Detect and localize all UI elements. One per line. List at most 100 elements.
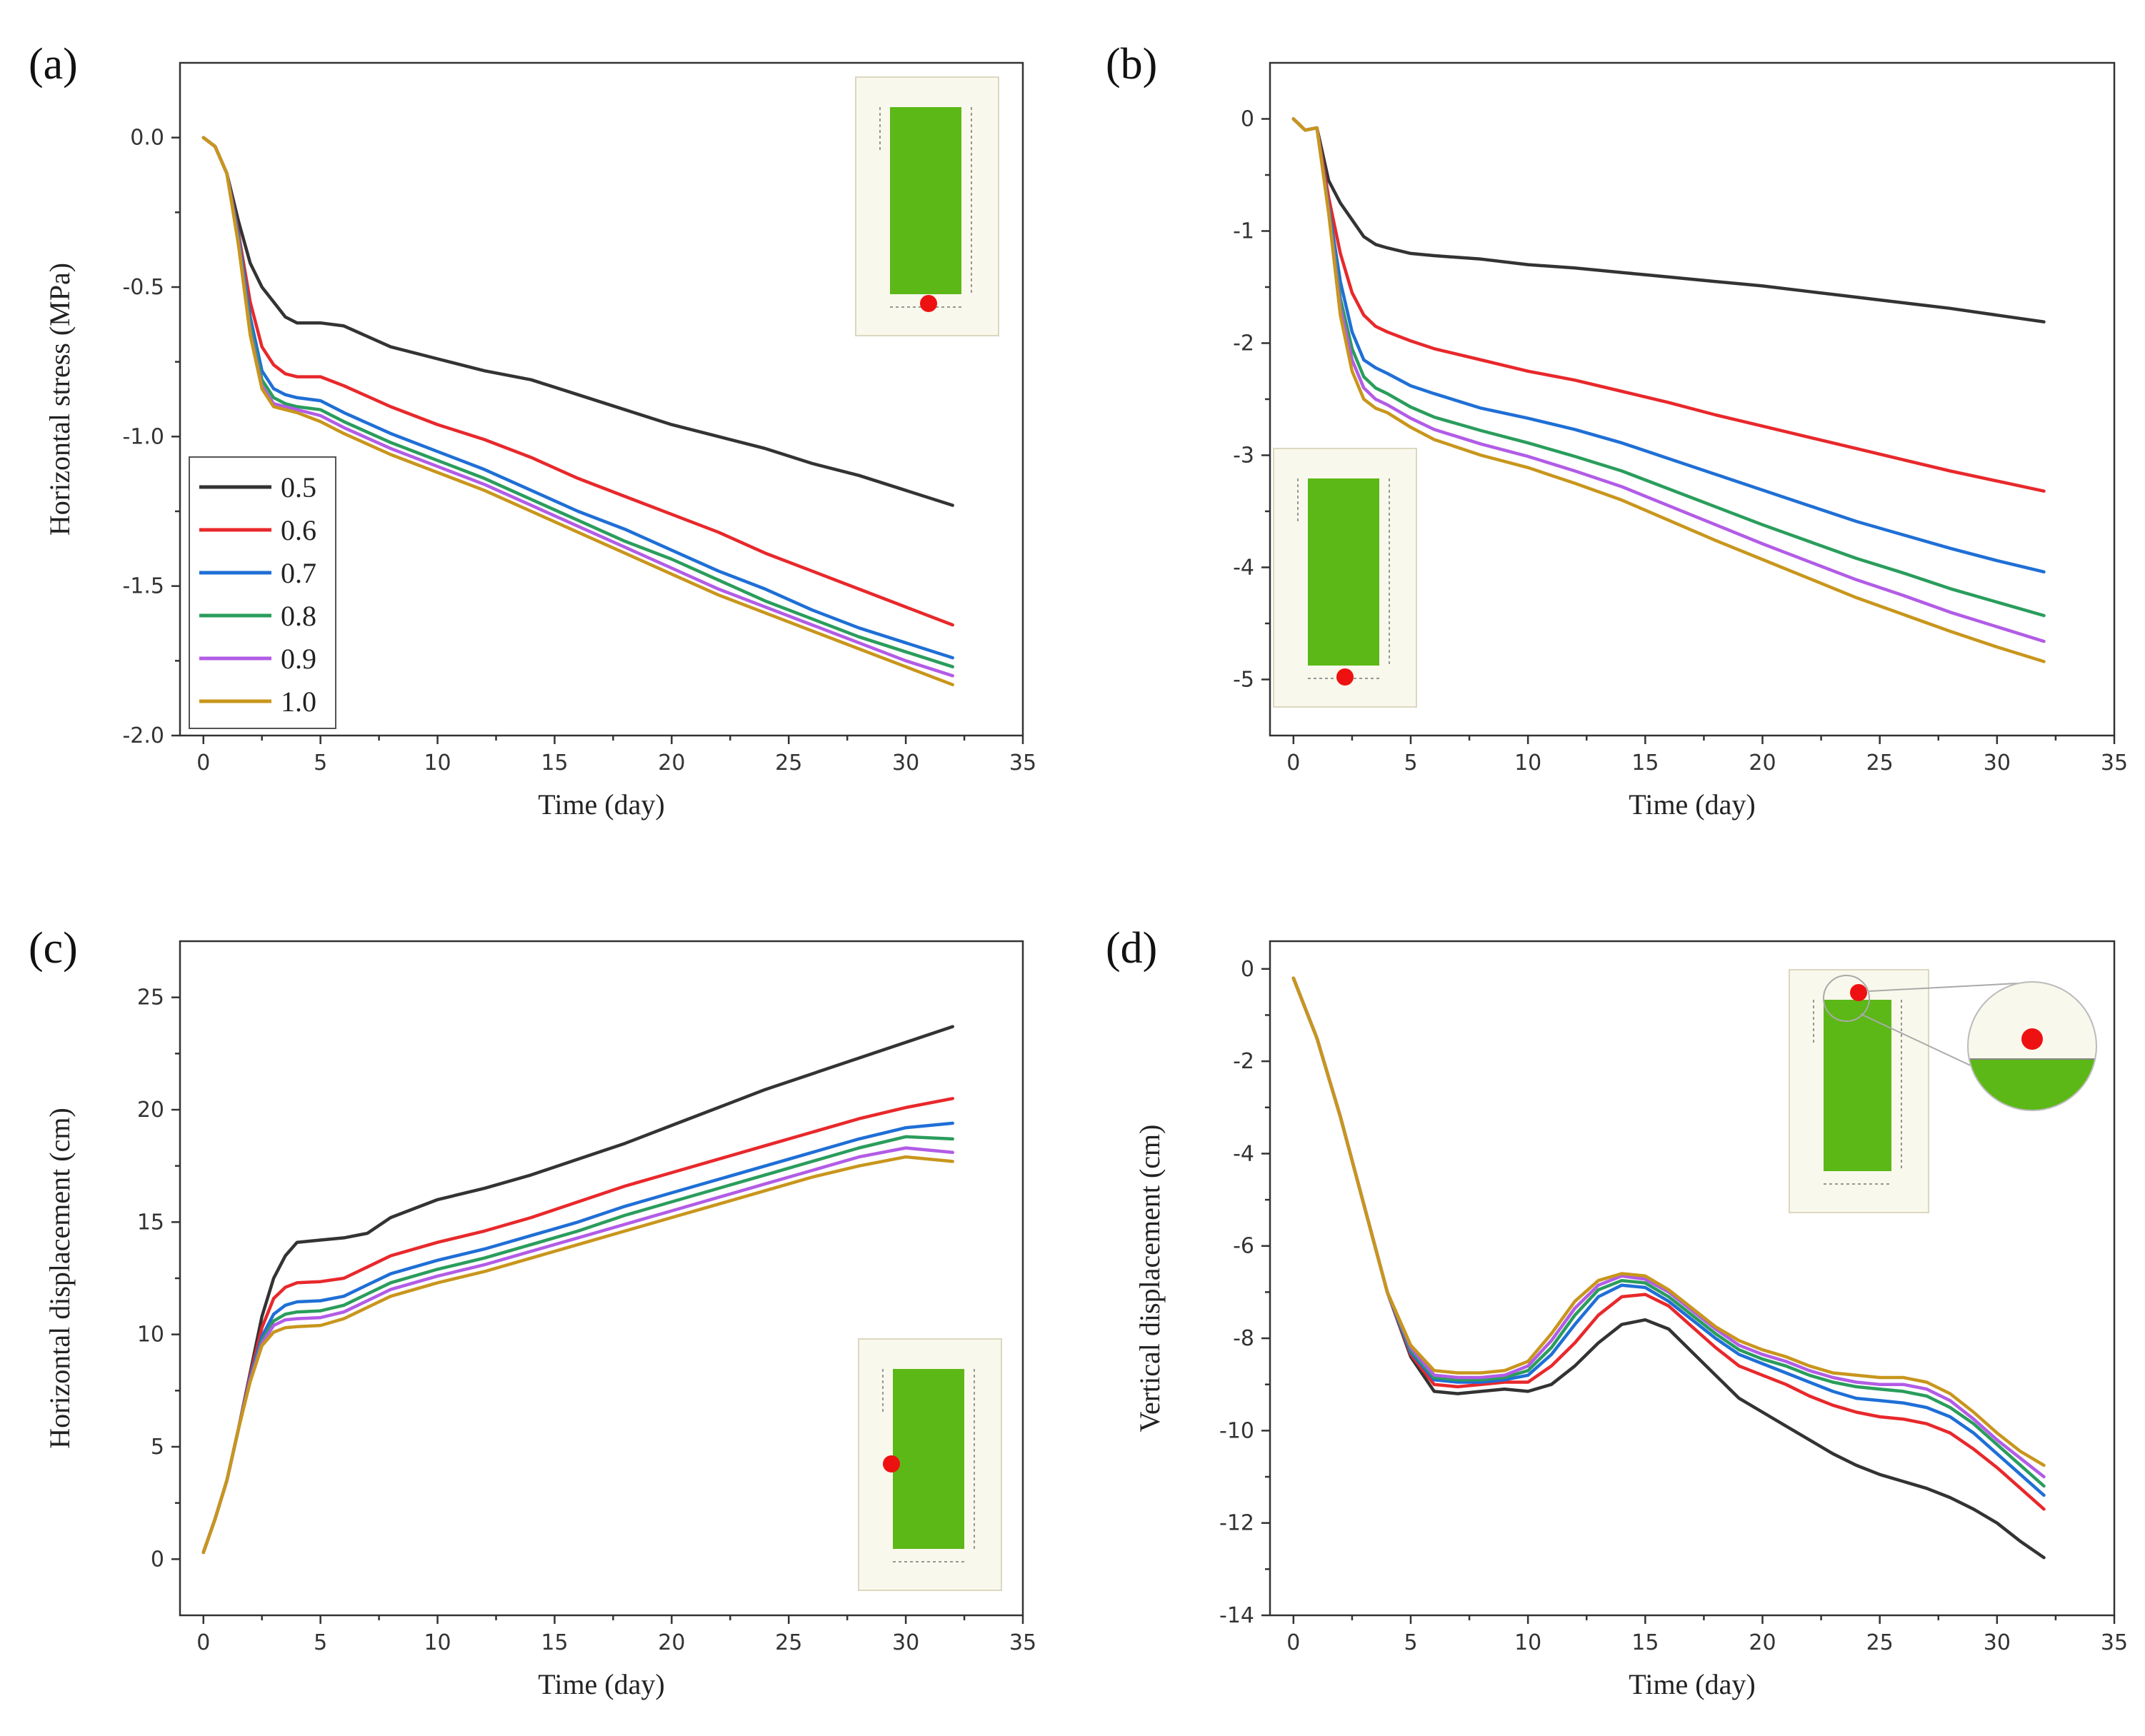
x-tick-label: 35 xyxy=(1009,1630,1036,1655)
y-tick-label: -12 xyxy=(1219,1511,1254,1536)
y-tick-label: -2.0 xyxy=(122,723,164,748)
panel-b: (b) 0 5 10 15 20 25 30 35 0 -1 -2 -3 -4 -5 Time (day) xyxy=(1106,40,2128,821)
series-line-0.7 xyxy=(1291,117,2046,574)
legend-label: 0.7 xyxy=(281,557,316,589)
legend-box xyxy=(189,456,336,729)
legend: 0.5 0.6 0.7 0.8 0.9 1.0 xyxy=(189,456,336,729)
x-tick-label: 5 xyxy=(1404,751,1417,776)
panel-d: (d) 0 5 10 15 20 25 30 35 0 -2 -4 -6 -8 -10 -12 -14 Time … xyxy=(1106,924,2128,1700)
y-tick-label: -1.0 xyxy=(122,424,164,449)
x-tick-label: 30 xyxy=(892,751,919,776)
zoom-connector xyxy=(1860,1013,1976,1068)
x-tick-label: 10 xyxy=(424,1630,451,1655)
series-line-0.5 xyxy=(201,1025,954,1555)
panel-c: (c) 0 5 10 15 20 25 30 35 0 5 10 15 20 25 Time (day) Hor… xyxy=(29,924,1036,1700)
x-tick-label: 0 xyxy=(1286,1630,1300,1655)
zoom-monitoring-point xyxy=(2021,1028,2043,1050)
x-tick-label: 35 xyxy=(2101,751,2128,776)
monitoring-point xyxy=(1336,668,1354,686)
y-tick-label: -5 xyxy=(1233,668,1254,693)
y-tick-label: 15 xyxy=(137,1210,164,1235)
green-block xyxy=(890,107,961,294)
x-tick-label: 20 xyxy=(658,1630,685,1655)
legend-label: 0.5 xyxy=(281,471,316,503)
x-tick-label: 15 xyxy=(1631,1630,1659,1655)
x-tick-label: 15 xyxy=(541,751,568,776)
y-tick-label: 0.0 xyxy=(130,126,164,151)
x-tick-label: 30 xyxy=(892,1630,919,1655)
x-axis-title: Time (day) xyxy=(1629,1668,1755,1700)
model-inset xyxy=(1789,969,2097,1213)
x-tick-label: 10 xyxy=(1514,751,1541,776)
x-tick-label: 25 xyxy=(1866,751,1894,776)
legend-label: 0.6 xyxy=(281,514,316,546)
series-line-1.0 xyxy=(201,1155,954,1555)
zoom-detail xyxy=(1968,982,2096,1110)
x-tick-label: 15 xyxy=(1631,751,1659,776)
y-tick-label: 5 xyxy=(151,1435,164,1460)
y-tick-label: -1 xyxy=(1233,219,1254,244)
y-tick-label: -3 xyxy=(1233,443,1254,468)
green-block xyxy=(1824,1000,1891,1171)
panel-letter: (b) xyxy=(1106,40,1157,89)
legend-label: 0.9 xyxy=(281,643,316,675)
y-tick-label: 25 xyxy=(137,985,164,1010)
x-axis-title: Time (day) xyxy=(538,788,664,821)
panel-a: (a) 0 5 10 15 20 25 30 35 0.0 -0.5 -1.0 -1.5 -2.0 Time… xyxy=(29,40,1036,821)
y-axis-title: Horizontal stress (MPa) xyxy=(44,263,76,536)
y-tick-label: -1.5 xyxy=(122,574,164,599)
x-tick-label: 30 xyxy=(1984,751,2011,776)
legend-label: 0.8 xyxy=(281,600,316,632)
monitoring-point xyxy=(883,1455,900,1472)
zoom-circle-border xyxy=(1967,981,2097,1111)
y-tick-label: 0 xyxy=(1241,957,1254,982)
zoom-connector xyxy=(1869,983,2019,992)
x-tick-label: 20 xyxy=(1749,751,1776,776)
x-axis-title: Time (day) xyxy=(1629,788,1755,821)
x-tick-label: 30 xyxy=(1984,1630,2011,1655)
x-tick-label: 10 xyxy=(1514,1630,1541,1655)
y-tick-label: 20 xyxy=(137,1098,164,1123)
model-inset xyxy=(1273,448,1417,708)
x-tick-label: 25 xyxy=(775,751,802,776)
x-tick-label: 25 xyxy=(1866,1630,1894,1655)
y-tick-label: 10 xyxy=(137,1323,164,1348)
series-line-0.7 xyxy=(201,1121,954,1555)
y-tick-label: -0.5 xyxy=(122,275,164,300)
series-line-0.5 xyxy=(201,136,954,507)
zoom-source-circle xyxy=(1823,975,1870,1022)
x-tick-label: 35 xyxy=(1009,751,1036,776)
x-axis-title: Time (day) xyxy=(538,1668,664,1700)
series-line-1.0 xyxy=(1291,976,2046,1467)
y-tick-label: -14 xyxy=(1219,1603,1254,1628)
y-tick-label: -6 xyxy=(1233,1234,1254,1259)
series-line-0.6 xyxy=(201,136,954,627)
y-tick-label: -8 xyxy=(1233,1326,1254,1351)
panel-letter: (c) xyxy=(29,924,78,973)
x-tick-label: 15 xyxy=(541,1630,568,1655)
y-axis-title: Vertical displacement (cm) xyxy=(1134,1125,1166,1433)
x-tick-label: 5 xyxy=(314,751,327,776)
x-tick-label: 0 xyxy=(1286,751,1300,776)
x-tick-label: 25 xyxy=(775,1630,802,1655)
model-inset xyxy=(858,1338,1002,1591)
series-line-0.8 xyxy=(201,1135,954,1555)
series-line-0.7 xyxy=(1291,976,2046,1497)
y-tick-label: -2 xyxy=(1233,1049,1254,1074)
y-tick-label: 0 xyxy=(1241,107,1254,132)
green-block xyxy=(1308,478,1379,666)
panel-letter: (d) xyxy=(1106,924,1157,973)
series-line-0.5 xyxy=(1291,117,2046,323)
series-line-0.6 xyxy=(1291,117,2046,493)
series-line-0.9 xyxy=(201,1146,954,1555)
y-tick-label: -4 xyxy=(1233,1141,1254,1166)
y-tick-label: -10 xyxy=(1219,1418,1254,1443)
plot-frame xyxy=(179,61,1024,737)
x-tick-label: 5 xyxy=(314,1630,327,1655)
series-line-1.0 xyxy=(201,136,954,687)
x-tick-label: 20 xyxy=(1749,1630,1776,1655)
y-tick-label: 0 xyxy=(151,1547,164,1572)
monitoring-point xyxy=(920,295,937,312)
green-block xyxy=(893,1369,964,1549)
